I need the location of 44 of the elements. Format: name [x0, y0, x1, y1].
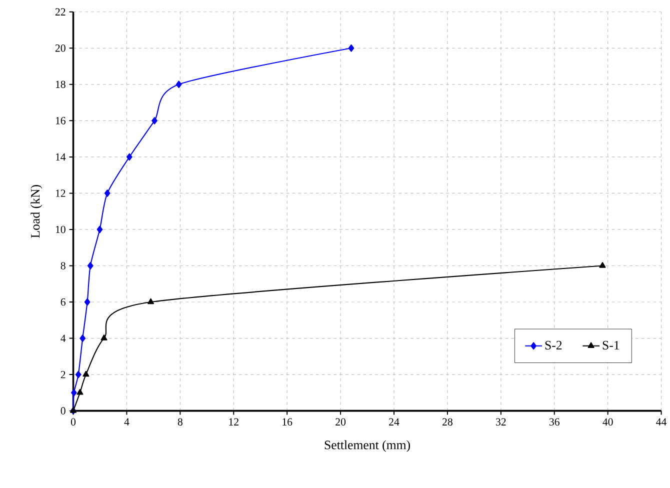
point [100, 334, 108, 340]
x-tick-label: 24 [389, 418, 400, 426]
x-tick-label: 40 [602, 418, 613, 426]
y-tick-label: 2 [60, 370, 66, 378]
y-tick-label: 4 [60, 334, 66, 342]
y-tick-label: 6 [60, 298, 66, 306]
legend-label: S-1 [602, 340, 620, 350]
y-tick-label: 10 [56, 226, 66, 234]
point [82, 370, 90, 377]
point [76, 388, 84, 395]
y-tick-label: 20 [55, 44, 66, 52]
y-tick-label: 16 [56, 117, 66, 124]
point [176, 80, 182, 88]
x-axis-title: Settlement (mm) [324, 440, 410, 452]
y-tick-label: 12 [56, 190, 66, 197]
x-tick-label: 0 [70, 418, 76, 426]
point [348, 44, 354, 52]
point [126, 153, 132, 161]
x-tick-label: 32 [496, 418, 506, 426]
x-tick-label: 12 [229, 418, 238, 426]
point [80, 334, 86, 342]
y-tick-label: 14 [56, 153, 66, 161]
y-tick-label: 18 [56, 80, 66, 88]
point [87, 262, 94, 270]
point [71, 388, 77, 396]
y-tick-label: 0 [60, 407, 66, 414]
point [148, 298, 154, 304]
x-tick-label: 4 [124, 418, 130, 426]
point [152, 116, 158, 124]
y-axis-title: Load (kN) [30, 185, 42, 238]
x-tick-label: 28 [442, 418, 452, 426]
point [84, 298, 90, 306]
point [104, 189, 110, 197]
x-tick-label: 36 [549, 418, 560, 426]
y-tick-label: 8 [60, 262, 66, 270]
point [96, 226, 103, 234]
x-tick-label: 16 [282, 418, 292, 426]
point [75, 370, 82, 378]
x-tick-label: 8 [178, 418, 182, 426]
legend-label: S-2 [545, 340, 562, 350]
x-tick-label: 44 [656, 418, 667, 426]
y-tick-label: 22 [55, 8, 66, 16]
x-tick-label: 20 [336, 418, 346, 426]
point [599, 262, 606, 268]
